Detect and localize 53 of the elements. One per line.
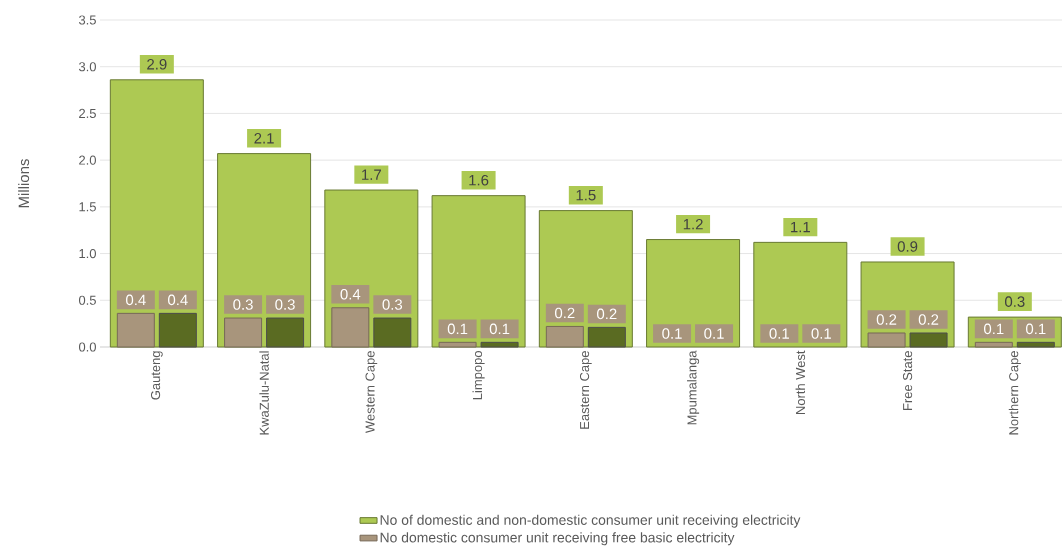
data-label: 2.9 [147,59,167,70]
x-tick-label: Free State [902,351,913,410]
data-label: 0.4 [168,294,188,306]
data-label: 1.2 [683,218,703,230]
data-label: 2.1 [254,132,274,144]
data-label: 0.3 [382,299,403,310]
data-label: 0.4 [340,288,361,300]
data-label: 1.1 [791,221,810,233]
text: 0.1 [811,328,831,339]
text: 0.1 [769,328,789,339]
data-label: 0.3 [275,299,295,310]
y-tick-label: 0.0 [78,342,96,352]
y-tick-label: 1.5 [79,202,96,212]
legend-label: No of domestic and non-domestic consumer unit receiving electricity [380,514,801,528]
data-label: 0.1 [489,323,510,335]
data-label: 0.1 [1026,323,1046,335]
data-label: 0.2 [918,314,939,325]
legend-label: No domestic consumer unit receiving free basic electricity [380,532,735,546]
text: 0.1 [704,328,724,339]
data-label: 1.7 [362,169,381,180]
x-tick-label: Northern Cape [1008,351,1021,435]
data-label: 0.3 [1005,296,1025,307]
bar [909,332,948,348]
data-label: 0.2 [555,307,575,319]
data-label: 1.6 [469,174,489,186]
data-label: 0.1 [984,323,1004,335]
x-tick-label: Western Cape [365,351,378,433]
data-label: 1.5 [576,189,596,201]
data-label: 0.3 [233,299,253,310]
bar [331,307,370,348]
x-tick-label: Gauteng [150,351,163,400]
text: 0.1 [662,328,682,339]
data-label: 0.9 [897,241,918,252]
y-tick-label: 2.0 [79,155,96,165]
data-label: 0.1 [447,323,468,335]
data-label: 0.2 [876,314,897,325]
data-label: 0.4 [126,294,146,306]
data-label: 0.2 [597,308,617,320]
bar [224,317,263,348]
y-tick-label: 3.0 [78,62,96,72]
bar [867,332,906,348]
y-tick-label: 0.5 [78,295,96,305]
x-tick-label: North West [795,350,806,414]
bar [266,317,305,348]
y-tick-label: 2.5 [79,108,96,119]
y-tick-label: 3.5 [78,15,96,25]
y-axis-title: Millions [18,159,30,208]
x-tick-label: Eastern Cape [579,351,592,429]
y-tick-label: 1.0 [79,248,96,259]
x-tick-label: Limpopo [472,351,485,400]
bar [373,317,412,348]
x-tick-label: KwaZulu-Natal [259,351,269,435]
x-tick-label: Mpumalanga [687,350,700,425]
